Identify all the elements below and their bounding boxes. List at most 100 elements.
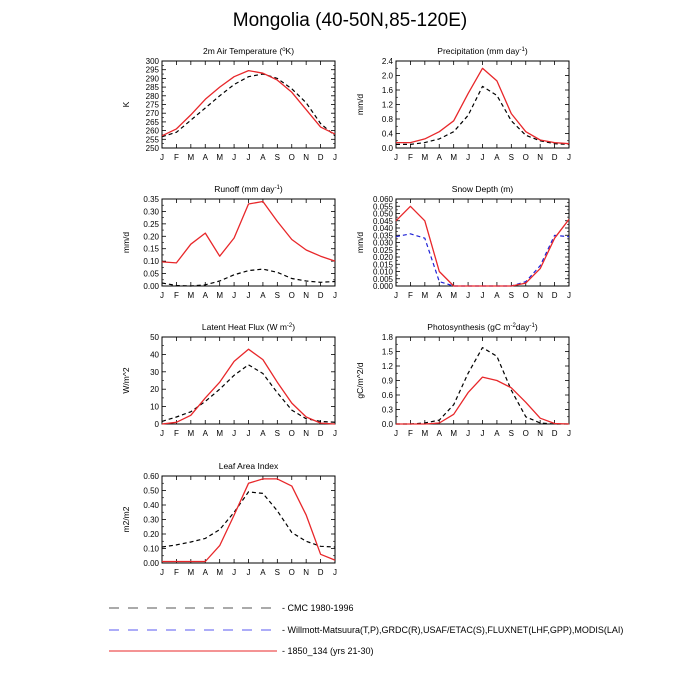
y-tick-label: 0.20 <box>143 530 159 539</box>
x-tick-label: N <box>303 568 309 577</box>
y-tick-label: 0.00 <box>143 559 159 568</box>
x-tick-label: D <box>318 153 324 162</box>
x-tick-label: A <box>203 429 209 438</box>
x-tick-label: M <box>450 291 457 300</box>
x-tick-label: J <box>160 153 164 162</box>
x-tick-label: J <box>481 153 485 162</box>
series-line-model <box>162 478 336 563</box>
x-tick-label: A <box>203 568 209 577</box>
x-tick-label: J <box>394 291 398 300</box>
x-tick-label: A <box>260 291 266 300</box>
y-axis-label: mm/d <box>121 232 131 254</box>
y-tick-label: 0.35 <box>143 195 159 204</box>
x-tick-label: D <box>552 291 558 300</box>
series-line-obs <box>161 364 336 423</box>
x-tick-label: D <box>318 568 324 577</box>
chart-panel-1: 2m Air Temperature (oK)K2502552602652702… <box>121 46 337 162</box>
x-tick-label: J <box>567 291 571 300</box>
x-tick-label: J <box>232 429 236 438</box>
x-tick-label: A <box>494 153 500 162</box>
x-tick-label: N <box>537 291 543 300</box>
y-tick-label: 290 <box>146 74 160 83</box>
x-tick-label: J <box>160 568 164 577</box>
x-tick-label: M <box>187 568 194 577</box>
y-tick-label: 0 <box>155 420 160 429</box>
y-tick-label: 1.6 <box>382 86 394 95</box>
y-tick-label: 50 <box>150 333 159 342</box>
x-tick-label: A <box>203 153 209 162</box>
y-tick-label: 0.020 <box>373 253 394 262</box>
x-tick-label: A <box>494 429 500 438</box>
x-tick-label: M <box>187 429 194 438</box>
y-tick-label: 0.0 <box>382 144 394 153</box>
x-tick-label: S <box>275 429 280 438</box>
series-line-model <box>161 69 336 137</box>
x-tick-label: J <box>466 153 470 162</box>
plot-frame <box>161 198 336 287</box>
x-tick-label: O <box>523 291 529 300</box>
x-tick-label: J <box>394 429 398 438</box>
x-tick-label: M <box>187 291 194 300</box>
x-tick-label: A <box>260 429 266 438</box>
y-tick-label: 0.6 <box>382 391 394 400</box>
x-tick-label: S <box>275 153 280 162</box>
x-tick-label: O <box>523 153 529 162</box>
plot-frame <box>161 60 336 149</box>
y-tick-label: 0.30 <box>143 207 159 216</box>
x-tick-label: M <box>450 153 457 162</box>
x-tick-label: N <box>537 153 543 162</box>
series-line-obs <box>396 347 569 425</box>
x-tick-label: A <box>260 153 266 162</box>
y-tick-label: 0.015 <box>373 260 394 269</box>
y-tick-label: 285 <box>146 83 160 92</box>
y-tick-label: 250 <box>146 144 160 153</box>
chart-panel-6: Photosynthesis (gC m-2day-1) gC/m^2/d 0.0 0… <box>355 322 571 438</box>
x-tick-label: M <box>421 429 428 438</box>
y-tick-label: 260 <box>146 127 160 136</box>
x-tick-label: M <box>450 429 457 438</box>
x-tick-label: J <box>481 291 485 300</box>
x-tick-label: J <box>247 291 251 300</box>
y-tick-label: 0.000 <box>373 282 394 291</box>
y-tick-label: 280 <box>146 92 160 101</box>
chart-panel-4: Snow Depth (m)mm/d0.0000.0050.0100.0150.… <box>355 184 571 300</box>
y-tick-label: 275 <box>146 101 160 110</box>
y-tick-label: 0.035 <box>373 231 394 240</box>
y-tick-label: 1.5 <box>382 348 394 357</box>
x-tick-label: M <box>216 153 223 162</box>
plot-frame <box>395 336 570 425</box>
x-tick-label: A <box>437 429 443 438</box>
chart-panel-5: Latent Heat Flux (W m-2) W/m^2 0 10 20 30 40 50… <box>121 322 337 438</box>
x-tick-label: J <box>160 291 164 300</box>
y-tick-label: 0.005 <box>373 275 394 284</box>
x-tick-label: O <box>289 291 295 300</box>
x-tick-label: O <box>289 429 295 438</box>
y-tick-label: 0.060 <box>373 195 394 204</box>
x-tick-label: J <box>333 291 337 300</box>
chart-title: Runoff (mm day-1) <box>214 184 283 194</box>
y-tick-label: 0.050 <box>373 210 394 219</box>
x-tick-label: O <box>289 568 295 577</box>
x-tick-label: M <box>421 153 428 162</box>
x-tick-label: S <box>275 568 280 577</box>
plot-frame <box>395 198 570 287</box>
y-tick-label: 0.20 <box>143 232 159 241</box>
chart-title: Photosynthesis (gC m-2day-1) <box>427 322 538 332</box>
series-line-obs <box>395 233 570 287</box>
x-tick-label: A <box>260 568 266 577</box>
chart-title: Precipitation (mm day-1) <box>437 46 528 56</box>
x-tick-label: M <box>187 153 194 162</box>
x-tick-label: F <box>408 291 413 300</box>
x-tick-label: M <box>421 291 428 300</box>
y-tick-label: 2.0 <box>382 72 394 81</box>
y-axis-label: W/m^2 <box>121 367 131 393</box>
x-tick-label: J <box>247 429 251 438</box>
series-line-obs <box>161 73 336 138</box>
x-tick-label: D <box>318 291 324 300</box>
x-tick-label: N <box>537 429 543 438</box>
x-tick-label: F <box>174 291 179 300</box>
y-tick-label: 1.2 <box>382 362 394 371</box>
x-tick-label: F <box>174 568 179 577</box>
y-tick-label: 0.40 <box>143 501 159 510</box>
x-tick-label: D <box>552 429 558 438</box>
